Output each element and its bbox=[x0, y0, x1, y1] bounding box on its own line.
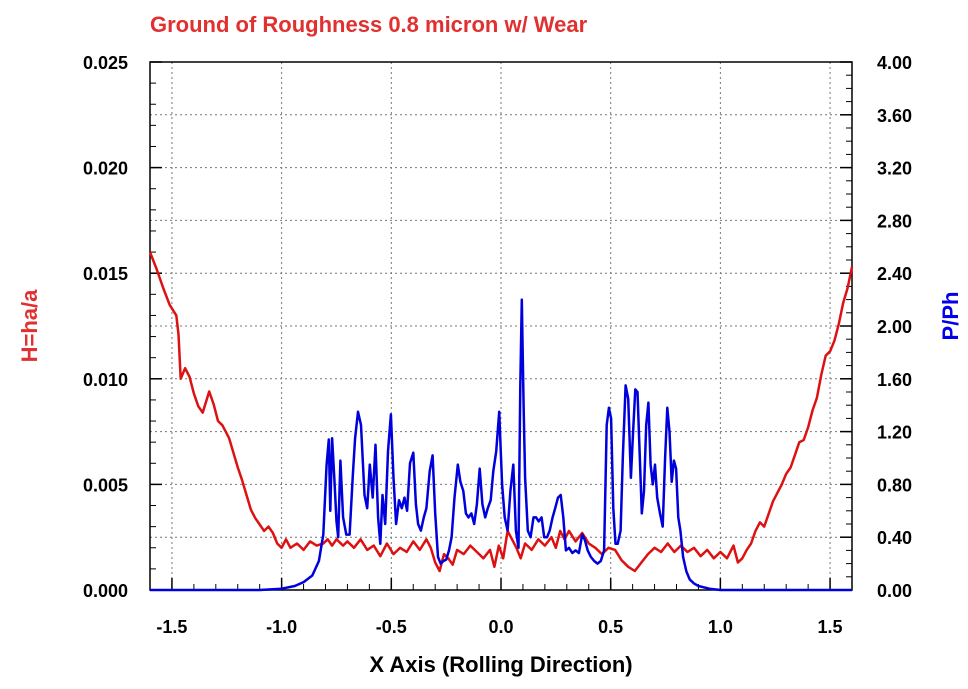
x-tick-label: 1.0 bbox=[708, 617, 733, 637]
x-tick-label: -1.0 bbox=[266, 617, 297, 637]
right-y-tick-label: 0.00 bbox=[877, 581, 912, 601]
left-y-tick-label: 0.020 bbox=[83, 159, 128, 179]
film-thickness-line bbox=[148, 251, 854, 573]
chart-title: Ground of Roughness 0.8 micron w/ Wear bbox=[150, 12, 588, 37]
x-tick-label: 0.5 bbox=[598, 617, 623, 637]
right-y-tick-label: 2.80 bbox=[877, 211, 912, 231]
x-axis-ticks: -1.5 -1.0 -0.5 0.0 0.5 1.0 1.5 bbox=[156, 578, 843, 637]
left-y-axis-label: H=ha/a bbox=[17, 289, 42, 363]
x-tick-label: 0.0 bbox=[488, 617, 513, 637]
right-y-tick-label: 4.00 bbox=[877, 53, 912, 73]
right-y-tick-label: 3.60 bbox=[877, 106, 912, 126]
right-y-tick-label: 0.40 bbox=[877, 528, 912, 548]
right-y-tick-label: 0.80 bbox=[877, 475, 912, 495]
right-y-tick-label: 3.20 bbox=[877, 159, 912, 179]
left-y-tick-label: 0.000 bbox=[83, 581, 128, 601]
right-y-tick-label: 1.60 bbox=[877, 370, 912, 390]
right-y-tick-label: 2.00 bbox=[877, 317, 912, 337]
left-y-axis-ticks: 0.000 0.005 0.010 0.015 0.020 0.025 bbox=[83, 53, 162, 601]
x-axis-label: X Axis (Rolling Direction) bbox=[369, 652, 632, 677]
right-y-axis-ticks: 0.00 0.40 0.80 1.20 1.60 2.00 2.40 2.80 3.20 3.60… bbox=[840, 53, 912, 601]
grid bbox=[150, 61, 852, 591]
right-y-tick-label: 2.40 bbox=[877, 264, 912, 284]
series-layer bbox=[148, 251, 854, 592]
right-y-tick-label: 1.20 bbox=[877, 423, 912, 443]
x-tick-label: -1.5 bbox=[156, 617, 187, 637]
pressure-line bbox=[150, 298, 852, 592]
left-y-tick-label: 0.015 bbox=[83, 264, 128, 284]
x-tick-label: -0.5 bbox=[376, 617, 407, 637]
left-y-tick-label: 0.005 bbox=[83, 475, 128, 495]
left-y-tick-label: 0.025 bbox=[83, 53, 128, 73]
left-y-tick-label: 0.010 bbox=[83, 370, 128, 390]
x-tick-label: 1.5 bbox=[818, 617, 843, 637]
right-y-axis-label: P/Ph bbox=[938, 292, 963, 341]
